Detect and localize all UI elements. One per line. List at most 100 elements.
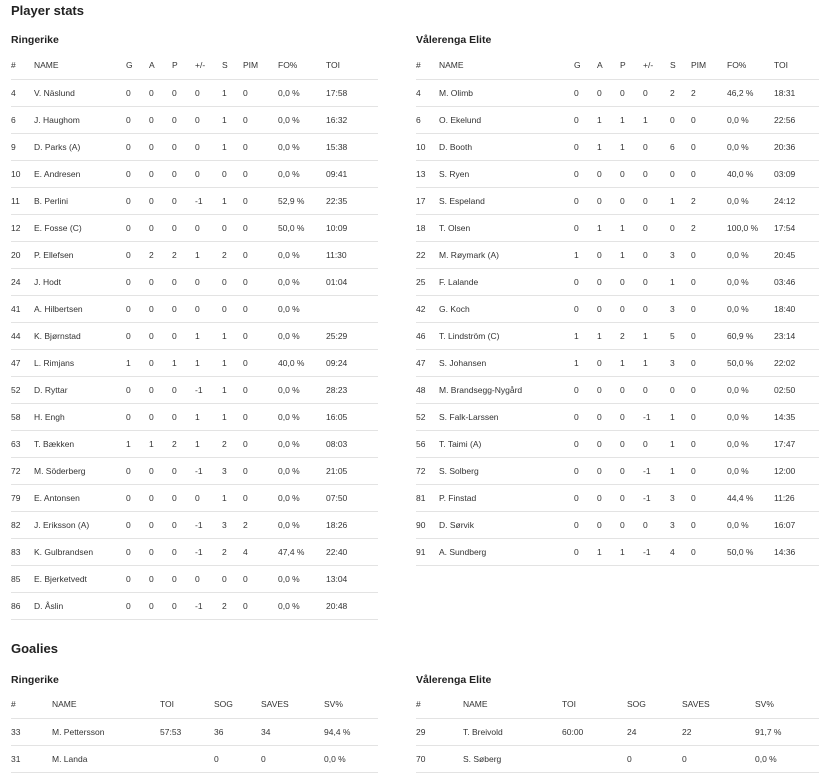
table-cell: 12:00 (774, 457, 819, 485)
table-cell: 0 (620, 376, 643, 404)
table-cell: 1 (643, 322, 670, 350)
table-cell: E. Bjerketvedt (34, 565, 126, 593)
table-cell: 0 (261, 745, 324, 773)
table-cell: 0 (597, 376, 620, 404)
table-cell: 0,0 % (278, 295, 326, 323)
table-cell: 0 (243, 160, 278, 188)
table-row: 72 S. Solberg 0 0 0 -1 1 0 0,0 % 12:00 (416, 457, 819, 485)
table-cell: S. Espeland (439, 187, 574, 215)
table-cell: E. Antonsen (34, 484, 126, 512)
table-cell: 50,0 % (727, 538, 774, 566)
column-header: NAME (52, 691, 160, 719)
table-cell: 4 (243, 538, 278, 566)
table-row: 52 S. Falk-Larssen 0 0 0 -1 1 0 0,0 % 14:35 (416, 403, 819, 431)
table-cell: -1 (195, 187, 222, 215)
home-goalie-header: # NAME TOI SOG SAVES SV% (11, 691, 378, 719)
table-cell: 0 (126, 457, 149, 485)
home-goalie-table: # NAME TOI SOG SAVES SV% 33 M. Pettersson 57:53… (11, 691, 378, 773)
table-cell: 1 (597, 214, 620, 242)
header-row: # NAME TOI SOG SAVES SV% (416, 691, 819, 719)
table-cell: 0 (149, 376, 172, 404)
table-cell: 3 (222, 457, 243, 485)
table-cell: 6 (670, 133, 691, 161)
table-cell: 0 (691, 133, 727, 161)
table-cell: 34 (261, 718, 324, 746)
table-cell: 1 (574, 349, 597, 377)
table-cell: T. Bækken (34, 430, 126, 458)
table-cell: 0,0 % (727, 376, 774, 404)
table-cell: 42 (416, 295, 439, 323)
table-cell: 60:00 (562, 718, 627, 746)
header-row: # NAME TOI SOG SAVES SV% (11, 691, 378, 719)
table-cell: 72 (416, 457, 439, 485)
table-cell: 46,2 % (727, 79, 774, 107)
column-header: NAME (439, 52, 574, 80)
column-header: S (670, 52, 691, 80)
table-cell: 10 (11, 160, 34, 188)
table-cell: 1 (620, 241, 643, 269)
table-row: 82 J. Eriksson (A) 0 0 0 -1 3 2 0,0 % 18:26 (11, 511, 378, 539)
table-cell: -1 (195, 538, 222, 566)
column-header: # (11, 52, 34, 80)
table-cell: 0 (574, 484, 597, 512)
table-cell: 0 (620, 511, 643, 539)
table-cell: 0 (691, 241, 727, 269)
table-cell: 0 (670, 106, 691, 134)
table-cell: 0 (643, 133, 670, 161)
table-row: 22 M. Røymark (A) 1 0 1 0 3 0 0,0 % 20:45 (416, 241, 819, 269)
table-cell: 0 (243, 133, 278, 161)
column-header: FO% (278, 52, 326, 80)
table-cell: 15:38 (326, 133, 378, 161)
table-cell: 33 (11, 718, 52, 746)
table-cell: 1 (195, 241, 222, 269)
table-cell: 03:09 (774, 160, 819, 188)
table-cell: 0 (691, 430, 727, 458)
table-cell: 01:04 (326, 268, 378, 296)
table-cell: 5 (670, 322, 691, 350)
table-cell: 0 (243, 106, 278, 134)
table-cell: 0 (195, 565, 222, 593)
table-cell: 0,0 % (278, 79, 326, 107)
table-cell: T. Lindström (C) (439, 322, 574, 350)
table-cell: 1 (222, 133, 243, 161)
table-cell: 0 (149, 511, 172, 539)
home-team-title: Ringerike (11, 34, 59, 46)
table-row: 6 J. Haughom 0 0 0 0 1 0 0,0 % 16:32 (11, 106, 378, 134)
table-cell: 20:48 (326, 592, 378, 620)
table-cell: 47 (416, 349, 439, 377)
table-cell: 0 (126, 592, 149, 620)
table-cell: 0 (126, 133, 149, 161)
table-cell: 0 (172, 295, 195, 323)
table-cell: 0,0 % (727, 511, 774, 539)
table-cell: 0 (172, 376, 195, 404)
table-cell: 0 (574, 538, 597, 566)
table-cell: 1 (222, 403, 243, 431)
table-cell: 24:12 (774, 187, 819, 215)
column-header: FO% (727, 52, 774, 80)
table-cell: 08:03 (326, 430, 378, 458)
table-cell: 0,0 % (278, 106, 326, 134)
table-cell: 20:36 (774, 133, 819, 161)
table-cell: 0 (691, 511, 727, 539)
table-cell: 0 (643, 214, 670, 242)
table-cell: 50,0 % (278, 214, 326, 242)
table-cell: 0 (691, 484, 727, 512)
table-cell: -1 (195, 592, 222, 620)
table-cell: 44,4 % (727, 484, 774, 512)
table-cell: 56 (416, 430, 439, 458)
table-cell: 0 (691, 538, 727, 566)
table-cell: 1 (597, 133, 620, 161)
table-cell: 1 (222, 106, 243, 134)
column-header: A (597, 52, 620, 80)
away-goalies-team-title: Vålerenga Elite (416, 674, 492, 686)
table-cell: 1 (222, 79, 243, 107)
column-header: PIM (243, 52, 278, 80)
table-cell: 1 (195, 349, 222, 377)
table-cell: 0 (597, 484, 620, 512)
table-cell: 86 (11, 592, 34, 620)
table-cell: B. Perlini (34, 187, 126, 215)
table-cell: 1 (195, 322, 222, 350)
table-cell: 0 (691, 268, 727, 296)
table-cell: 1 (670, 430, 691, 458)
table-row: 4 V. Näslund 0 0 0 0 1 0 0,0 % 17:58 (11, 79, 378, 107)
